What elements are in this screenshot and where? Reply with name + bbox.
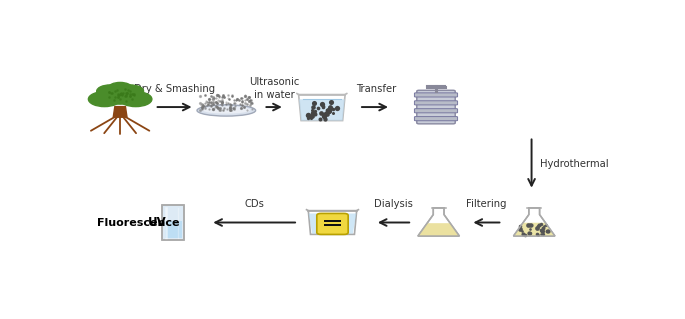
Circle shape	[116, 85, 144, 98]
Polygon shape	[514, 223, 555, 236]
Text: Dialysis: Dialysis	[374, 199, 413, 209]
Circle shape	[120, 92, 152, 107]
Polygon shape	[165, 221, 182, 238]
Polygon shape	[324, 225, 341, 226]
Circle shape	[103, 91, 128, 103]
Circle shape	[88, 92, 121, 107]
Text: CDs: CDs	[245, 199, 264, 209]
Text: UV: UV	[148, 216, 167, 229]
FancyBboxPatch shape	[414, 93, 458, 97]
Polygon shape	[299, 99, 345, 121]
Polygon shape	[113, 107, 127, 117]
Polygon shape	[308, 211, 357, 234]
Polygon shape	[514, 208, 555, 236]
Text: Filtering: Filtering	[466, 199, 507, 209]
Circle shape	[99, 85, 140, 104]
Ellipse shape	[202, 106, 250, 114]
Polygon shape	[324, 220, 341, 222]
Text: Transfer: Transfer	[356, 84, 396, 94]
Polygon shape	[418, 208, 460, 236]
Polygon shape	[162, 205, 184, 240]
Text: Hydrothermal: Hydrothermal	[540, 159, 608, 168]
Circle shape	[108, 82, 132, 93]
Polygon shape	[309, 213, 356, 234]
Text: Fluorescence: Fluorescence	[97, 218, 179, 227]
Circle shape	[97, 85, 124, 98]
FancyBboxPatch shape	[414, 116, 458, 121]
Polygon shape	[299, 94, 345, 121]
Polygon shape	[418, 223, 460, 236]
Text: Ultrasonic
in water: Ultrasonic in water	[249, 77, 299, 100]
FancyBboxPatch shape	[416, 90, 456, 124]
FancyBboxPatch shape	[414, 101, 458, 105]
Text: Dry & Smashing: Dry & Smashing	[134, 84, 215, 94]
FancyBboxPatch shape	[316, 213, 348, 234]
FancyBboxPatch shape	[414, 109, 458, 113]
Ellipse shape	[197, 105, 256, 116]
Circle shape	[112, 91, 138, 103]
